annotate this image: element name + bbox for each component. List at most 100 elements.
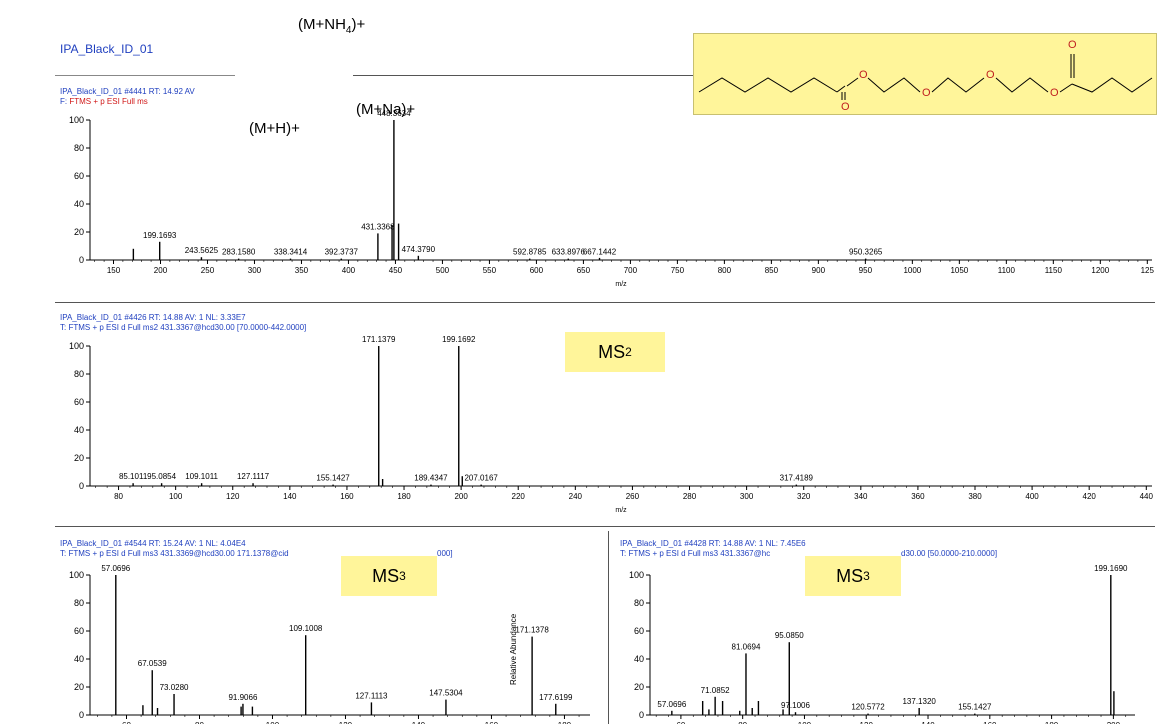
x-tick-label: 220	[512, 492, 526, 501]
y-tick-label: 80	[74, 143, 84, 153]
x-tick-label: 500	[436, 266, 450, 275]
peak-label: 127.1117	[237, 472, 270, 481]
peak-label: 155.1427	[958, 703, 992, 712]
x-tick-label: 1150	[1045, 266, 1063, 275]
peak-label: 474.3790	[402, 245, 436, 254]
x-tick-label: 60	[676, 721, 685, 724]
spectrum-header: IPA_Black_ID_01 #4428 RT: 14.88 AV: 1 NL…	[620, 539, 806, 548]
peak-label: 67.0539	[138, 659, 167, 668]
x-tick-label: 80	[114, 492, 123, 501]
x-tick-label: 900	[812, 266, 826, 275]
x-tick-label: 100	[798, 721, 812, 724]
spectrum-header: IPA_Black_ID_01 #4441 RT: 14.92 AV	[60, 87, 195, 96]
peak-label: 950.3265	[849, 248, 883, 257]
oxygen-label: O	[922, 87, 931, 99]
x-tick-label: 340	[854, 492, 868, 501]
x-tick-label: 160	[340, 492, 354, 501]
x-tick-label: 180	[558, 721, 572, 724]
bond	[846, 77, 859, 87]
x-tick-label: 300	[248, 266, 262, 275]
separator-line	[55, 526, 1155, 527]
peak-label: 95.0854	[147, 472, 176, 481]
peak-label: 338.3414	[274, 248, 308, 257]
y-tick-label: 20	[74, 227, 84, 237]
y-tick-label: 0	[79, 255, 84, 265]
x-axis-label: m/z	[615, 281, 627, 288]
x-tick-label: 80	[738, 721, 747, 724]
chemical-structure: O O O O O O	[693, 33, 1157, 115]
peak-label: 243.5625	[185, 246, 219, 255]
spectrum-filter-tail: 000]	[437, 549, 453, 558]
oxygen-label: O	[859, 69, 868, 81]
ms2-annotation: MS 2	[565, 332, 665, 372]
separator-line	[55, 75, 235, 76]
x-tick-label: 600	[530, 266, 544, 275]
x-tick-label: 260	[626, 492, 640, 501]
y-axis-label: Relative Abundance	[509, 613, 518, 685]
y-tick-label: 60	[74, 171, 84, 181]
oxygen-label: O	[1050, 87, 1059, 99]
separator-line	[353, 75, 693, 76]
y-tick-label: 0	[79, 710, 84, 720]
x-tick-label: 400	[1025, 492, 1039, 501]
x-tick-label: 180	[397, 492, 411, 501]
y-tick-label: 20	[634, 682, 644, 692]
x-tick-label: 80	[195, 721, 204, 724]
peak-label: 85.1011	[119, 472, 148, 481]
peak-label: 57.0696	[657, 700, 686, 709]
peak-label: 71.0852	[701, 686, 730, 695]
x-tick-label: 240	[569, 492, 583, 501]
structure-drawing: O O O O O O	[698, 39, 1153, 113]
y-tick-label: 60	[74, 397, 84, 407]
peak-label: 137.1320	[902, 697, 936, 706]
peak-label: 207.0167	[464, 474, 498, 483]
x-tick-label: 200	[1107, 721, 1121, 724]
x-tick-label: 400	[342, 266, 356, 275]
alkyl-chain	[698, 77, 838, 93]
peak-label: 120.5772	[851, 703, 885, 712]
peak-label: 57.0696	[101, 564, 130, 573]
x-tick-label: 150	[107, 266, 121, 275]
peak-label: 147.5304	[429, 689, 463, 698]
x-tick-label: 420	[1083, 492, 1097, 501]
peak-label: 171.1379	[362, 336, 396, 344]
y-tick-label: 100	[69, 341, 84, 351]
spectrum-filter-tail: d30.00 [50.0000-210.0000]	[901, 549, 998, 558]
x-tick-label: 140	[283, 492, 297, 501]
x-tick-label: 1200	[1091, 266, 1109, 275]
peak-label: 431.3368	[361, 222, 395, 231]
x-tick-label: 360	[911, 492, 925, 501]
spectrum-filter: T: FTMS + p ESI d Full ms3 431.3367@hc	[620, 549, 771, 558]
y-tick-label: 80	[74, 598, 84, 608]
ms3-annotation: MS 3	[805, 556, 901, 596]
panel-divider	[608, 531, 609, 724]
ms-full-scan-chart: 0 20 40 60 80 100 150 200 250 300 350 400 450 500 550 6…	[69, 110, 1155, 288]
y-tick-label: 40	[74, 199, 84, 209]
x-tick-label: 300	[740, 492, 754, 501]
x-tick-label: 100	[266, 721, 280, 724]
ether-chain	[995, 77, 1049, 93]
peak-label: 95.0850	[775, 631, 804, 640]
y-tick-label: 60	[634, 626, 644, 636]
spectrum-header: IPA_Black_ID_01 #4426 RT: 14.88 AV: 1 NL…	[60, 313, 246, 322]
y-tick-label: 100	[69, 570, 84, 580]
file-title: IPA_Black_ID_01	[60, 42, 154, 56]
y-tick-label: 40	[74, 654, 84, 664]
peak-label: 189.4347	[414, 474, 448, 483]
x-tick-label: 120	[860, 721, 874, 724]
x-tick-label: 350	[295, 266, 309, 275]
x-tick-label: 950	[859, 266, 873, 275]
x-tick-label: 60	[122, 721, 131, 724]
x-tick-label: 200	[154, 266, 168, 275]
y-tick-label: 40	[74, 425, 84, 435]
x-tick-label: 1050	[950, 266, 968, 275]
peak-label: 73.0280	[160, 683, 189, 692]
x-tick-label: 440	[1140, 492, 1154, 501]
peak-label: 177.6199	[539, 693, 573, 702]
ether-chain	[931, 77, 985, 93]
peak-label: 127.1113	[355, 691, 388, 700]
x-tick-label: 140	[412, 721, 426, 724]
peak-label: 667.1442	[583, 248, 617, 257]
peak-label: 155.1427	[316, 474, 350, 483]
oxygen-label: O	[986, 69, 995, 81]
